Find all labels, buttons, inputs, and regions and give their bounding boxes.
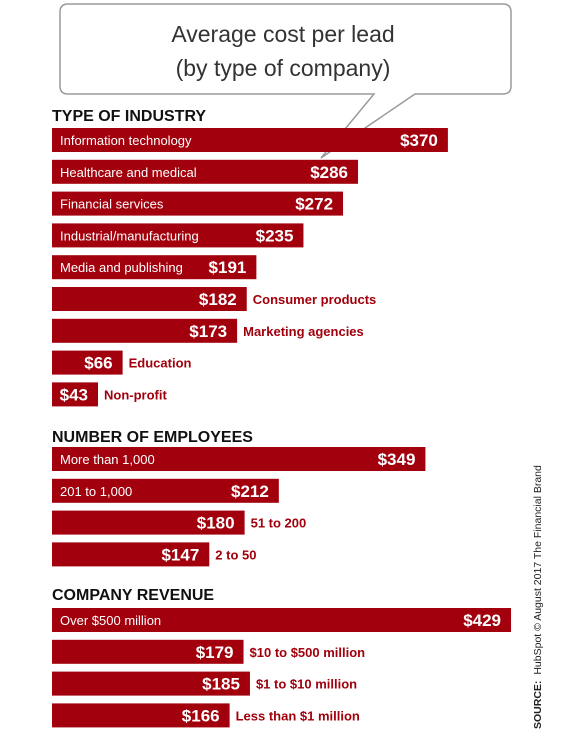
bar-value-label: $349 xyxy=(378,450,416,469)
bar xyxy=(52,350,123,375)
bar-value-label: $370 xyxy=(400,131,438,150)
bar-value-label: $286 xyxy=(310,163,348,182)
bar-category-label: 2 to 50 xyxy=(215,547,256,562)
bar-value-label: $180 xyxy=(197,514,235,533)
bar xyxy=(52,703,230,728)
bar xyxy=(52,128,448,152)
bar-category-label: Non-profit xyxy=(104,387,167,402)
title-callout-box xyxy=(59,3,512,159)
bar-category-label: Education xyxy=(129,356,192,371)
bar xyxy=(52,542,210,567)
bar xyxy=(52,382,99,407)
bar-value-label: $166 xyxy=(182,706,220,725)
bar-category-label: Over $500 million xyxy=(60,613,161,628)
chart-title-line-2: (by type of company) xyxy=(176,55,391,81)
bar-category-label: More than 1,000 xyxy=(60,452,155,467)
bar-category-label: Healthcare and medical xyxy=(60,165,197,180)
source-label: SOURCE: xyxy=(532,681,544,729)
bar xyxy=(52,223,304,248)
bar-value-label: $191 xyxy=(209,258,247,277)
bar-category-label: Industrial/manufacturing xyxy=(60,228,199,243)
chart-title-line-1: Average cost per lead xyxy=(171,21,394,47)
section-title: NUMBER OF EMPLOYEES xyxy=(52,429,253,446)
bar xyxy=(52,159,359,184)
section-title: TYPE OF INDUSTRY xyxy=(52,108,206,125)
bar-category-label: Financial services xyxy=(60,197,164,212)
bar xyxy=(52,318,238,343)
bars-layer: TYPE OF INDUSTRY $370 Information technolo… xyxy=(52,108,512,728)
bar-category-label: Marketing agencies xyxy=(243,324,364,339)
source-text: HubSpot © August 2017 The Financial Bran… xyxy=(532,465,544,675)
bar-group: TYPE OF INDUSTRY $370 Information technolo… xyxy=(52,108,448,407)
source-note: SOURCE: HubSpot © August 2017 The Financ… xyxy=(532,465,544,729)
bar-value-label: $66 xyxy=(84,354,112,373)
bar xyxy=(52,510,245,535)
bar-value-label: $429 xyxy=(463,611,501,630)
bar-category-label: 201 to 1,000 xyxy=(60,484,132,499)
bar-group: NUMBER OF EMPLOYEES $349 More than 1,000 $2… xyxy=(52,429,426,567)
bar xyxy=(52,191,344,216)
bar-value-label: $212 xyxy=(231,482,269,501)
bar xyxy=(52,287,247,311)
bar-category-label: $1 to $10 million xyxy=(256,677,357,692)
bar-value-label: $185 xyxy=(202,675,240,694)
bar-group: COMPANY REVENUE $429 Over $500 million $179… xyxy=(52,587,512,728)
bar-value-label: $43 xyxy=(60,385,88,404)
bar xyxy=(52,639,244,664)
bar xyxy=(52,478,279,503)
bar-category-label: $10 to $500 million xyxy=(250,645,366,660)
bar-value-label: $272 xyxy=(295,195,333,214)
bar-value-label: $182 xyxy=(199,290,237,309)
bar-value-label: $235 xyxy=(256,226,294,245)
bar-value-label: $179 xyxy=(196,643,234,662)
bar-category-label: Less than $1 million xyxy=(236,708,360,723)
bar-category-label: 51 to 200 xyxy=(251,516,307,531)
bar xyxy=(52,671,250,696)
section-title: COMPANY REVENUE xyxy=(52,587,214,604)
bar-category-label: Information technology xyxy=(60,133,192,148)
bar xyxy=(52,255,257,280)
bar-category-label: Consumer products xyxy=(253,292,377,307)
bar xyxy=(52,447,426,471)
bar-category-label: Media and publishing xyxy=(60,260,183,275)
bar-value-label: $147 xyxy=(161,545,199,564)
bar xyxy=(52,608,512,632)
bar-value-label: $173 xyxy=(189,322,227,341)
